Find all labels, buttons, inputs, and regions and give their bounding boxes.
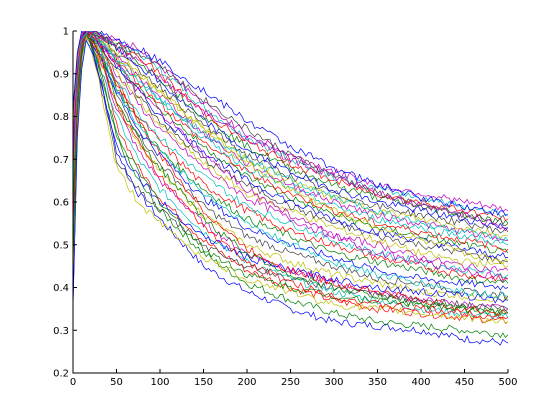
plot-margin (0, 0, 560, 31)
x-tick-label: 350 (368, 377, 387, 388)
series-line (73, 31, 508, 259)
x-tick-label: 100 (150, 377, 169, 388)
y-tick-label: 1 (63, 27, 69, 38)
y-tick-label: 0.7 (53, 155, 69, 166)
plot-margin (508, 0, 560, 420)
x-tick-label: 50 (110, 377, 123, 388)
x-tick-label: 250 (281, 377, 300, 388)
series-line (73, 31, 508, 233)
series-line (73, 31, 508, 300)
series-line (73, 31, 508, 221)
y-tick-label: 0.3 (53, 326, 69, 337)
x-tick-label: 150 (194, 377, 213, 388)
series-line (73, 31, 508, 245)
series-line (73, 31, 508, 272)
y-tick-label: 0.8 (53, 112, 69, 123)
y-tick-label: 0.4 (53, 283, 69, 294)
x-tick-label: 400 (411, 377, 430, 388)
x-tick-label: 0 (70, 377, 76, 388)
y-tick-label: 0.5 (53, 240, 69, 251)
series-line (73, 32, 508, 264)
plot-margin (0, 0, 73, 420)
x-tick-label: 500 (498, 377, 517, 388)
series-layer (73, 31, 508, 345)
x-tick-label: 300 (324, 377, 343, 388)
y-tick-label: 0.2 (53, 369, 69, 380)
y-tick-label: 0.6 (53, 198, 69, 209)
x-tick-label: 450 (455, 377, 474, 388)
y-tick-label: 0.9 (53, 69, 69, 80)
x-tick-label: 200 (237, 377, 256, 388)
